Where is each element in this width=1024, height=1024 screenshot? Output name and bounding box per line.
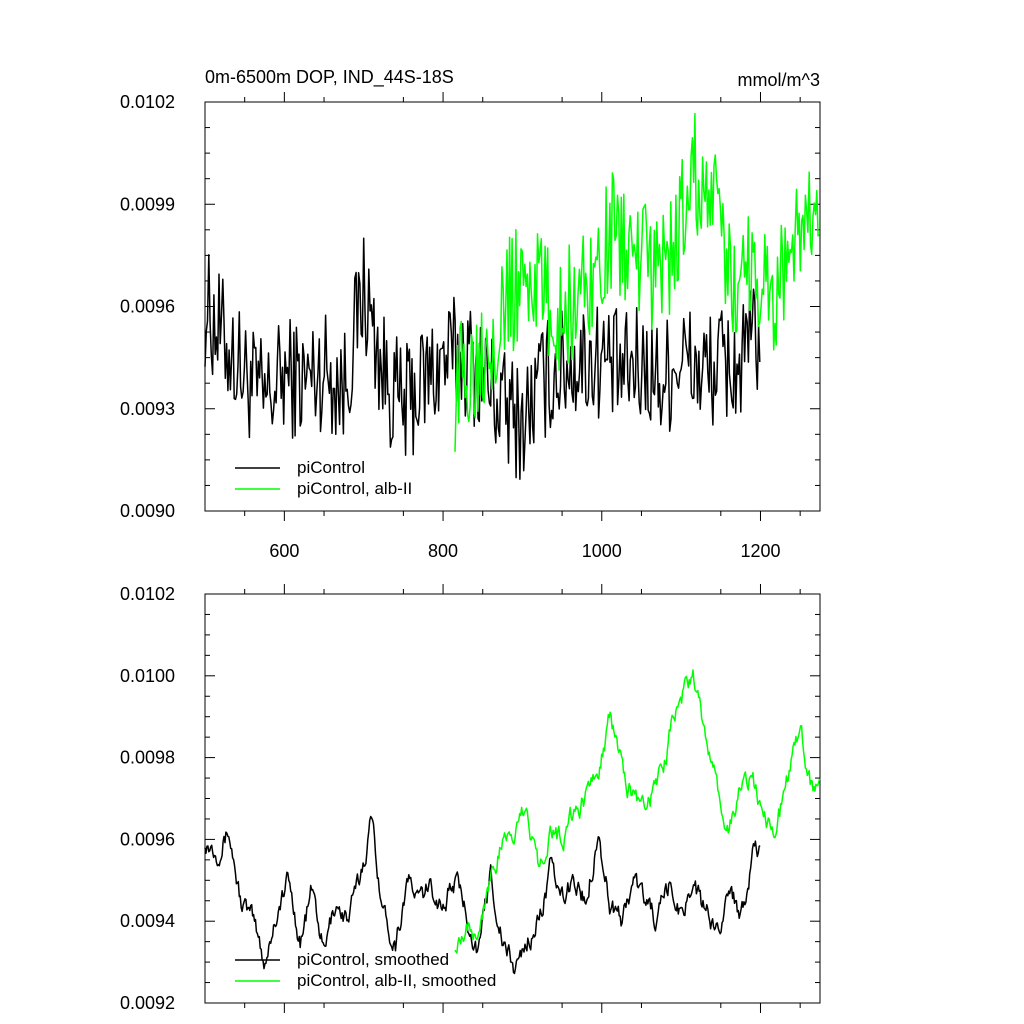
y-tick-label: 0.0093 bbox=[120, 399, 175, 419]
top-series-lines bbox=[204, 112, 820, 480]
legend-label-0: piControl bbox=[297, 458, 365, 477]
x-tick-label: 600 bbox=[269, 541, 299, 561]
legend-label-1: piControl, alb-II bbox=[297, 479, 412, 498]
y-tick-label: 0.0100 bbox=[120, 666, 175, 686]
top-chart-panel: 0m-6500m DOP, IND_44S-18S mmol/m^3 0.009… bbox=[120, 67, 821, 561]
y-tick-label: 0.0098 bbox=[120, 748, 175, 768]
y-tick-label: 0.0099 bbox=[120, 194, 175, 214]
bottom-chart-panel: 0.0092 0.0094 0.0096 0.0098 0.0100 0.0102 piC… bbox=[120, 584, 821, 1013]
y-tick-label: 0.0090 bbox=[120, 501, 175, 521]
y-tick-label: 0.0096 bbox=[120, 829, 175, 849]
top-axes: 0.0090 0.0093 0.0096 0.0099 0.0102 600 800 1000… bbox=[120, 92, 820, 561]
y-tick-label: 0.0092 bbox=[120, 993, 175, 1013]
bottom-legend: piControl, smoothed piControl, alb-II, sm… bbox=[235, 950, 496, 990]
y-tick-label: 0.0102 bbox=[120, 584, 175, 604]
series-line-0 bbox=[204, 815, 761, 975]
legend-label-0: piControl, smoothed bbox=[297, 950, 449, 969]
legend-label-1: piControl, alb-II, smoothed bbox=[297, 971, 496, 990]
series-line-1 bbox=[454, 112, 820, 452]
y-tick-label: 0.0094 bbox=[120, 911, 175, 931]
bottom-plot-frame bbox=[204, 593, 821, 1004]
top-legend: piControl piControl, alb-II bbox=[235, 458, 412, 498]
top-chart-units: mmol/m^3 bbox=[738, 70, 820, 90]
y-tick-label: 0.0102 bbox=[120, 92, 175, 112]
top-chart-title: 0m-6500m DOP, IND_44S-18S bbox=[205, 67, 454, 88]
y-tick-label: 0.0096 bbox=[120, 297, 175, 317]
bottom-axes: 0.0092 0.0094 0.0096 0.0098 0.0100 0.0102 bbox=[120, 584, 820, 1013]
x-tick-label: 1200 bbox=[740, 541, 780, 561]
x-tick-label: 1000 bbox=[582, 541, 622, 561]
series-line-1 bbox=[454, 669, 821, 954]
bottom-series-lines bbox=[204, 669, 821, 975]
x-tick-label: 800 bbox=[428, 541, 458, 561]
